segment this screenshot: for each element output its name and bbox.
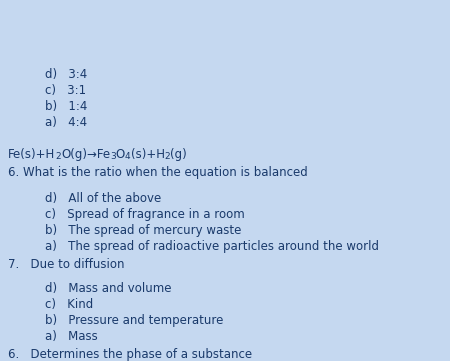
Text: 7.   Due to diffusion: 7. Due to diffusion — [8, 258, 125, 271]
Text: Fe(s)+H: Fe(s)+H — [8, 148, 55, 161]
Text: c)   Spread of fragrance in a room: c) Spread of fragrance in a room — [45, 208, 245, 221]
Text: (s)+H: (s)+H — [130, 148, 165, 161]
Text: d)   Mass and volume: d) Mass and volume — [45, 282, 171, 295]
Text: d)   3:4: d) 3:4 — [45, 68, 87, 81]
Text: 6.   Determines the phase of a substance: 6. Determines the phase of a substance — [8, 348, 252, 361]
Text: 4: 4 — [125, 152, 130, 161]
Text: c)   3:1: c) 3:1 — [45, 84, 86, 97]
Text: b)   1:4: b) 1:4 — [45, 100, 87, 113]
Text: c)   Kind: c) Kind — [45, 298, 93, 311]
Text: 3: 3 — [110, 152, 116, 161]
Text: d)   All of the above: d) All of the above — [45, 192, 161, 205]
Text: b)   Pressure and temperature: b) Pressure and temperature — [45, 314, 223, 327]
Text: a)   Mass: a) Mass — [45, 330, 98, 343]
Text: b)   The spread of mercury waste: b) The spread of mercury waste — [45, 224, 241, 237]
Text: 2: 2 — [165, 152, 170, 161]
Text: a)   The spread of radioactive particles around the world: a) The spread of radioactive particles a… — [45, 240, 379, 253]
Text: 6. What is the ratio when the equation is balanced: 6. What is the ratio when the equation i… — [8, 166, 308, 179]
Text: 2: 2 — [55, 152, 61, 161]
Text: O(g)→Fe: O(g)→Fe — [61, 148, 110, 161]
Text: (g): (g) — [170, 148, 187, 161]
Text: O: O — [116, 148, 125, 161]
Text: a)   4:4: a) 4:4 — [45, 116, 87, 129]
